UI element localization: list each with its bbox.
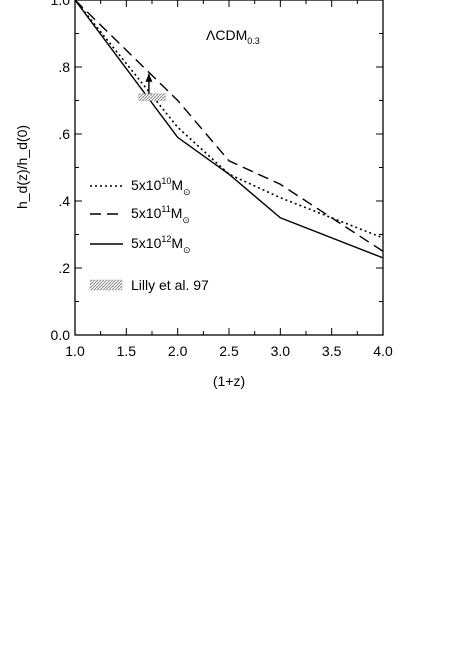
model-annotation: ΛCDM0.3 (206, 27, 260, 46)
series-group (74, 0, 384, 259)
x-tick-label: 4.0 (373, 343, 393, 359)
legend-label-lilly: Lilly et al. 97 (131, 277, 209, 293)
legend-label-2: 5x1011M⊙ (131, 204, 190, 225)
y-tick-label: .2 (58, 260, 70, 276)
y-tick-label: .4 (58, 193, 70, 209)
legend-label-3: 5x1012M⊙ (131, 234, 191, 255)
y-tick-label: 0.0 (51, 327, 71, 343)
legend-swatch-lilly (89, 279, 123, 291)
series-line-solid (74, 0, 384, 259)
x-tick-label: 1.0 (65, 343, 85, 359)
y-axis-label: h_d(z)/h_d(0) (14, 125, 30, 209)
axes: 1.0 1.5 2.0 2.5 3.0 3.5 4.0 0.0 .2 .4 .6 .8 1.0 (51, 0, 393, 359)
x-tick-label: 2.0 (168, 343, 188, 359)
y-tick-label: .6 (58, 126, 70, 142)
x-tick-label: 3.0 (271, 343, 291, 359)
legend-label-1: 5x1010M⊙ (131, 176, 191, 197)
observation-band (138, 93, 166, 101)
y-tick-label: .8 (58, 59, 70, 75)
observation-group (138, 73, 166, 101)
y-tick-label: 1.0 (51, 0, 71, 8)
legend: 5x1010M⊙ 5x1011M⊙ 5x1012M⊙ Lilly et al. … (89, 176, 209, 293)
observation-arrow-head (145, 73, 153, 82)
x-tick-label: 2.5 (219, 343, 239, 359)
x-axis-label: (1+z) (213, 373, 245, 389)
series-line-dashed (74, 0, 384, 252)
series-line-dotted (74, 0, 384, 239)
x-tick-label: 1.5 (117, 343, 137, 359)
x-tick-label: 3.5 (322, 343, 342, 359)
model-annotation-main: ΛCDM (206, 27, 247, 43)
model-annotation-sub: 0.3 (247, 36, 260, 46)
